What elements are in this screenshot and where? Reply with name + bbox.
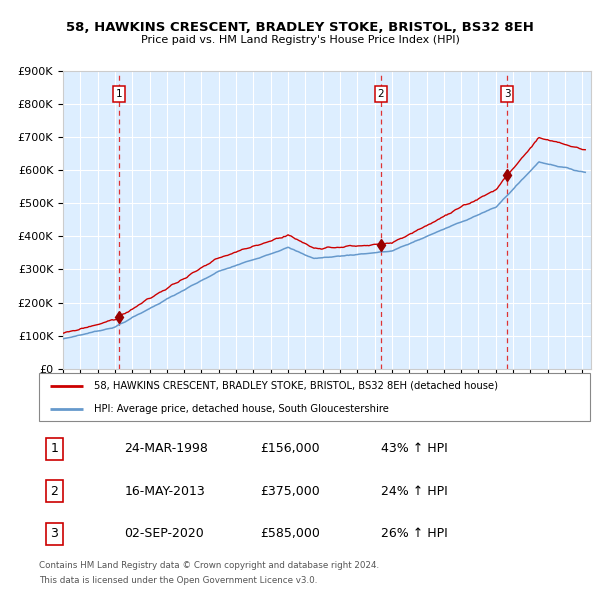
Text: 24% ↑ HPI: 24% ↑ HPI (381, 484, 448, 498)
FancyBboxPatch shape (39, 373, 590, 421)
Text: 43% ↑ HPI: 43% ↑ HPI (381, 442, 448, 455)
Text: 24-MAR-1998: 24-MAR-1998 (125, 442, 208, 455)
Text: 16-MAY-2013: 16-MAY-2013 (125, 484, 205, 498)
Text: 58, HAWKINS CRESCENT, BRADLEY STOKE, BRISTOL, BS32 8EH: 58, HAWKINS CRESCENT, BRADLEY STOKE, BRI… (66, 21, 534, 34)
Text: This data is licensed under the Open Government Licence v3.0.: This data is licensed under the Open Gov… (39, 576, 317, 585)
Text: 02-SEP-2020: 02-SEP-2020 (125, 527, 205, 540)
Text: £156,000: £156,000 (260, 442, 319, 455)
Text: 1: 1 (116, 89, 122, 99)
Text: HPI: Average price, detached house, South Gloucestershire: HPI: Average price, detached house, Sout… (94, 404, 389, 414)
Text: £375,000: £375,000 (260, 484, 320, 498)
Text: 58, HAWKINS CRESCENT, BRADLEY STOKE, BRISTOL, BS32 8EH (detached house): 58, HAWKINS CRESCENT, BRADLEY STOKE, BRI… (94, 381, 498, 391)
Text: 1: 1 (50, 442, 58, 455)
Text: 26% ↑ HPI: 26% ↑ HPI (381, 527, 448, 540)
Text: Price paid vs. HM Land Registry's House Price Index (HPI): Price paid vs. HM Land Registry's House … (140, 35, 460, 45)
Text: 3: 3 (504, 89, 511, 99)
Text: 2: 2 (50, 484, 58, 498)
Text: £585,000: £585,000 (260, 527, 320, 540)
Text: Contains HM Land Registry data © Crown copyright and database right 2024.: Contains HM Land Registry data © Crown c… (39, 561, 379, 570)
Text: 3: 3 (50, 527, 58, 540)
Text: 2: 2 (377, 89, 385, 99)
